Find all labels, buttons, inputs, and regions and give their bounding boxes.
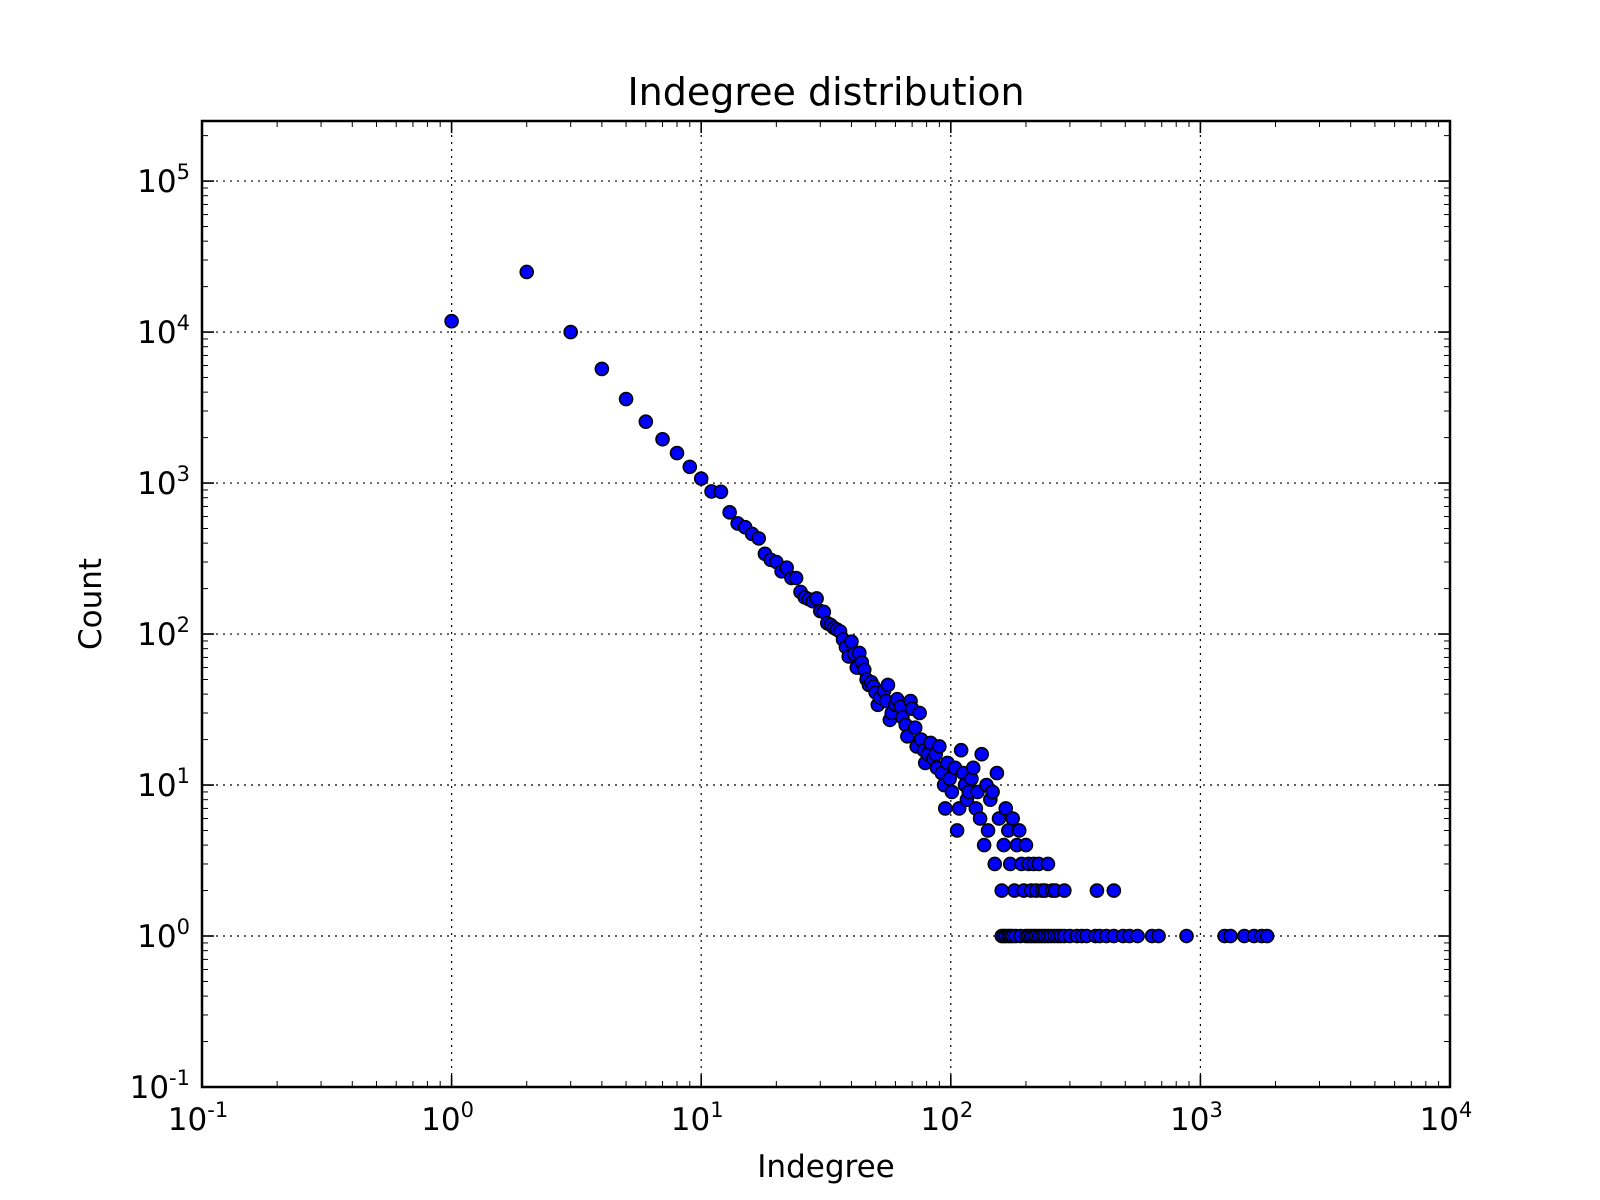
data-points bbox=[444, 264, 1275, 944]
data-point bbox=[844, 634, 859, 649]
plot-frame bbox=[200, 119, 1452, 1089]
data-point bbox=[937, 801, 953, 816]
data-point bbox=[1179, 928, 1194, 944]
data-point bbox=[1259, 928, 1275, 944]
tick-labels: 10-1 100 101 102 103 104 10-1 100 101 102 103 104 10… bbox=[130, 160, 1473, 1138]
data-point bbox=[980, 823, 996, 838]
data-point bbox=[1089, 883, 1105, 898]
data-point bbox=[809, 591, 824, 606]
data-point bbox=[1106, 883, 1122, 898]
data-point bbox=[880, 677, 896, 693]
y-tick-label: 101 bbox=[137, 764, 190, 804]
data-point bbox=[944, 784, 960, 800]
data-point bbox=[713, 484, 729, 500]
x-tick-label: 10-1 bbox=[168, 1098, 228, 1138]
data-point bbox=[682, 459, 698, 475]
data-point bbox=[994, 883, 1010, 898]
y-tick-label: 100 bbox=[137, 915, 190, 955]
data-point bbox=[1223, 928, 1238, 944]
data-point bbox=[985, 784, 1000, 800]
data-point bbox=[1130, 928, 1145, 944]
data-point bbox=[563, 324, 578, 340]
data-point bbox=[907, 720, 923, 735]
y-tick-label: 105 bbox=[137, 160, 190, 200]
x-tick-label: 103 bbox=[1170, 1098, 1223, 1138]
data-point bbox=[444, 313, 459, 329]
data-point bbox=[638, 414, 654, 429]
x-tick-label: 100 bbox=[421, 1098, 474, 1138]
y-tick-label: 103 bbox=[137, 462, 190, 502]
data-point bbox=[987, 856, 1003, 872]
data-point bbox=[998, 801, 1014, 816]
data-point bbox=[989, 765, 1005, 781]
data-point bbox=[1151, 928, 1166, 944]
data-point bbox=[655, 431, 670, 447]
data-point bbox=[669, 445, 685, 461]
data-point bbox=[1005, 811, 1020, 826]
data-point bbox=[594, 361, 610, 377]
data-point bbox=[932, 739, 947, 754]
data-point bbox=[949, 823, 965, 838]
data-point bbox=[974, 746, 990, 762]
y-tick-label: 102 bbox=[137, 613, 190, 653]
x-tick-label: 104 bbox=[1420, 1098, 1473, 1138]
x-axis-label: Indegree bbox=[757, 1149, 894, 1185]
data-point bbox=[751, 531, 767, 546]
x-tick-label: 102 bbox=[920, 1098, 973, 1138]
data-point bbox=[1040, 856, 1056, 872]
data-point bbox=[519, 264, 535, 280]
data-point bbox=[996, 837, 1012, 853]
data-point bbox=[788, 570, 804, 586]
data-point bbox=[1011, 823, 1027, 838]
y-axis-label: Count bbox=[73, 558, 109, 650]
y-tick-label: 104 bbox=[137, 311, 190, 351]
data-point bbox=[972, 811, 988, 826]
data-point bbox=[965, 760, 981, 776]
chart-title: Indegree distribution bbox=[627, 70, 1024, 114]
data-point bbox=[618, 391, 634, 407]
x-tick-label: 101 bbox=[671, 1098, 724, 1138]
data-point bbox=[1018, 837, 1034, 853]
data-point bbox=[722, 505, 737, 520]
y-tick-label: 10-1 bbox=[130, 1066, 190, 1106]
data-point bbox=[953, 742, 969, 758]
data-point bbox=[976, 837, 992, 853]
data-point bbox=[912, 705, 927, 721]
data-point bbox=[1057, 883, 1072, 898]
data-point bbox=[693, 471, 709, 486]
